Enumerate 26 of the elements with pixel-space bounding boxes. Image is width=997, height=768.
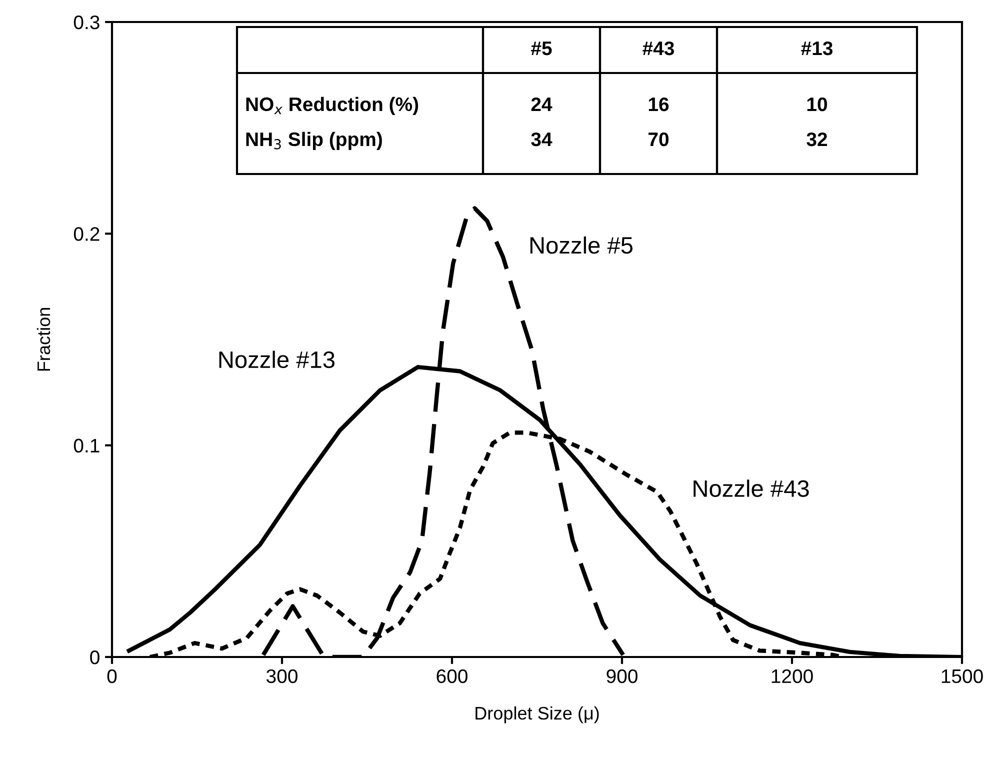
annotation: 70: [648, 132, 669, 146]
x-tick-label: 1500: [942, 669, 983, 684]
annotation: #5: [531, 42, 552, 56]
x-axis-title: Droplet Size (μ): [476, 706, 599, 724]
annotation: 16: [648, 97, 669, 112]
series-label: Nozzle #43: [694, 480, 809, 497]
annotation: 34: [531, 132, 552, 146]
x-tick-label: 900: [606, 669, 638, 684]
x-tick-label: 1200: [772, 669, 813, 684]
y-axis-title: Fraction: [36, 308, 50, 371]
annotation: 10: [807, 97, 828, 112]
annotation: NO$_{x}$ Reduction (%): [246, 96, 418, 115]
annotation: NH$_{3}$ Slip (ppm): [246, 132, 382, 150]
annotation: #13: [801, 41, 833, 56]
series-label: Nozzle #5: [530, 236, 633, 254]
x-tick-label: 600: [436, 669, 468, 684]
annotation: #43: [642, 41, 674, 56]
text: Nozzle #13: [219, 350, 334, 368]
annotation: 24: [531, 97, 552, 112]
y-tick-label: 0.2: [74, 227, 100, 241]
x-tick-label: 300: [266, 669, 298, 684]
y-tick-label: 0.3: [74, 15, 100, 30]
annotation: 32: [806, 132, 828, 146]
y-tick-label: 0.1: [74, 438, 100, 453]
y-tick-label: 0: [90, 650, 100, 664]
x-tick-label: 0: [107, 669, 117, 684]
